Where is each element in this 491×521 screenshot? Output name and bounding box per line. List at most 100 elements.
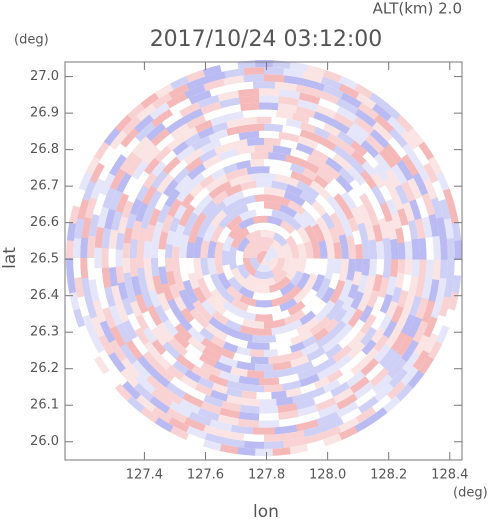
echo-cell bbox=[244, 67, 266, 76]
echo-cell bbox=[129, 256, 139, 278]
echo-cell bbox=[224, 167, 249, 182]
echo-cell bbox=[131, 159, 150, 180]
echo-cell bbox=[239, 180, 258, 191]
echo-cell bbox=[278, 96, 301, 107]
echo-cell bbox=[235, 446, 256, 456]
echo-cell bbox=[308, 316, 332, 337]
echo-cell bbox=[108, 303, 123, 326]
echo-cell bbox=[251, 334, 277, 343]
echo-cell bbox=[267, 354, 287, 365]
echo-cell bbox=[150, 256, 160, 277]
echo-cell bbox=[221, 300, 241, 316]
echo-cell bbox=[98, 318, 116, 344]
echo-cell bbox=[140, 91, 161, 109]
echo-cell bbox=[258, 95, 281, 104]
echo-cell bbox=[385, 300, 399, 319]
echo-cell bbox=[186, 241, 195, 258]
echo-cell bbox=[165, 270, 176, 286]
echo-cell bbox=[114, 113, 134, 133]
echo-cell bbox=[298, 382, 317, 395]
echo-cell bbox=[264, 251, 272, 259]
echo-cell bbox=[372, 224, 384, 244]
echo-cell bbox=[364, 362, 385, 383]
echo-cell bbox=[252, 81, 277, 89]
echo-cell bbox=[360, 170, 378, 191]
echo-cell bbox=[320, 76, 344, 91]
echo-cell bbox=[225, 284, 243, 301]
echo-cell bbox=[379, 293, 393, 316]
echo-cell bbox=[418, 258, 427, 280]
echo-cell bbox=[122, 241, 131, 258]
echo-cell bbox=[218, 443, 239, 455]
echo-cell bbox=[442, 308, 455, 330]
echo-cell bbox=[337, 426, 358, 441]
echo-cell bbox=[254, 313, 274, 322]
echo-cell bbox=[89, 160, 106, 184]
echo-cell bbox=[389, 127, 409, 150]
echo-cell bbox=[297, 99, 320, 112]
echo-cell bbox=[324, 258, 335, 281]
echo-cell bbox=[346, 235, 356, 259]
echo-cell bbox=[249, 257, 261, 271]
echo-cell bbox=[408, 295, 422, 319]
echo-cell bbox=[315, 143, 338, 160]
echo-cell bbox=[207, 257, 217, 276]
echo-cell bbox=[157, 247, 166, 267]
plot-frame bbox=[64, 61, 463, 461]
echo-cell bbox=[310, 258, 321, 277]
echo-cell bbox=[290, 229, 304, 246]
echo-cell bbox=[97, 204, 110, 229]
echo-cell bbox=[254, 194, 274, 203]
echo-cell bbox=[167, 336, 188, 357]
echo-cell bbox=[258, 130, 281, 139]
echo-cell bbox=[387, 368, 408, 390]
echo-cell bbox=[186, 257, 195, 275]
echo-cell bbox=[139, 406, 159, 424]
echo-cell bbox=[436, 217, 447, 240]
echo-cell bbox=[346, 341, 366, 361]
echo-cell bbox=[147, 395, 170, 414]
echo-cell bbox=[119, 150, 139, 173]
echo-cell bbox=[390, 331, 408, 354]
echo-cell bbox=[109, 167, 127, 191]
echo-cell bbox=[253, 236, 275, 246]
echo-cell bbox=[208, 128, 230, 143]
echo-cell bbox=[345, 258, 356, 282]
echo-cell bbox=[208, 389, 229, 402]
echo-cell bbox=[227, 223, 243, 240]
echo-cell bbox=[347, 216, 360, 233]
echo-cell bbox=[298, 310, 317, 326]
echo-cell bbox=[238, 130, 261, 141]
echo-cell bbox=[224, 379, 246, 391]
echo-cell bbox=[142, 339, 160, 359]
echo-cell bbox=[158, 265, 169, 285]
echo-cell bbox=[397, 208, 409, 228]
echo-cell bbox=[238, 217, 255, 230]
echo-cell bbox=[222, 437, 245, 448]
echo-cell bbox=[359, 358, 379, 378]
echo-cell bbox=[274, 81, 299, 92]
echo-cell bbox=[179, 233, 190, 258]
echo-cell bbox=[315, 277, 332, 301]
echo-cell bbox=[281, 242, 293, 259]
echo-cell bbox=[237, 375, 260, 386]
echo-cell bbox=[66, 238, 75, 258]
echo-cell bbox=[197, 126, 216, 140]
echo-cell bbox=[224, 387, 243, 398]
echo-cell bbox=[271, 309, 291, 322]
echo-cell bbox=[224, 67, 247, 79]
echo-cell bbox=[394, 184, 410, 206]
echo-cell bbox=[386, 220, 398, 242]
echo-cell bbox=[361, 240, 371, 260]
echo-cell bbox=[163, 307, 181, 328]
echo-cell bbox=[281, 437, 304, 449]
echo-cell bbox=[167, 400, 192, 418]
echo-cell bbox=[199, 174, 216, 189]
echo-cell bbox=[340, 306, 357, 326]
echo-cell bbox=[202, 64, 224, 77]
echo-cell bbox=[217, 407, 241, 419]
echo-cell bbox=[154, 82, 176, 99]
echo-cell bbox=[439, 258, 448, 281]
echo-cell bbox=[127, 101, 147, 120]
echo-cell bbox=[120, 135, 142, 159]
